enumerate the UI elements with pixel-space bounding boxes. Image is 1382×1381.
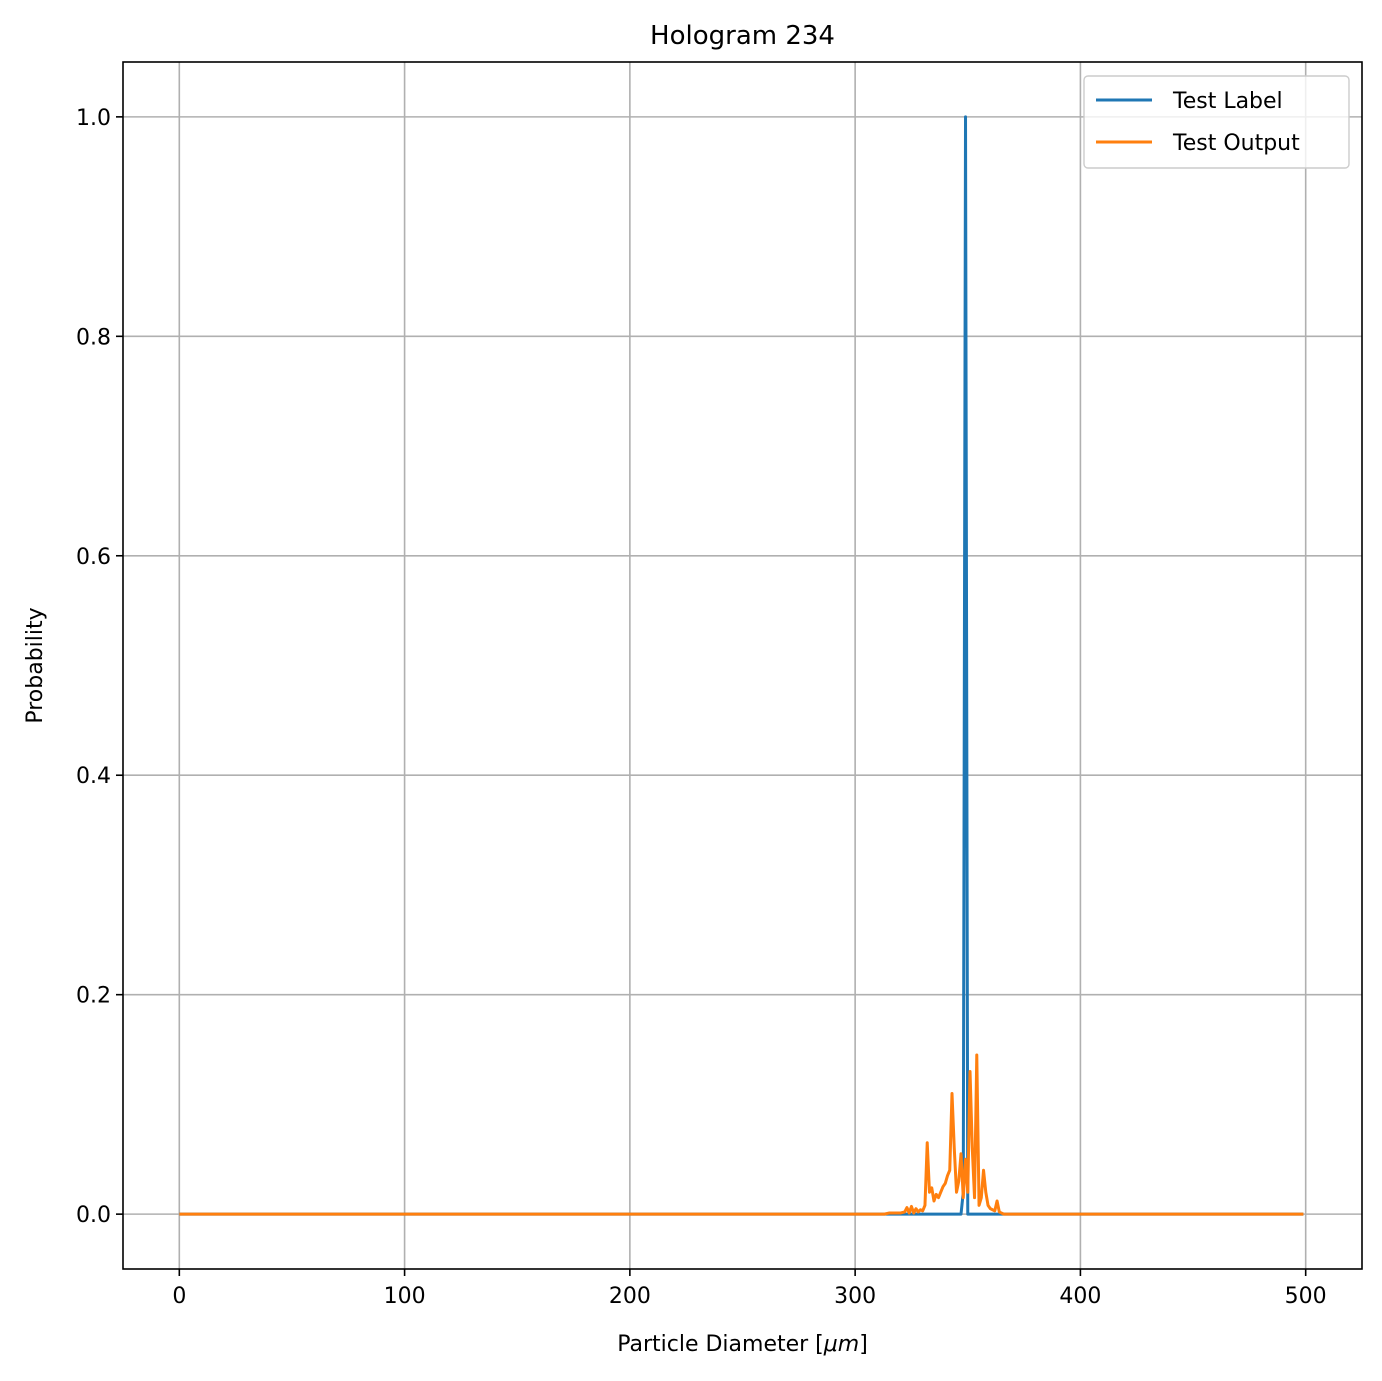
y-axis-label: Probability <box>23 607 48 723</box>
x-tick-label: 500 <box>1285 1284 1327 1309</box>
series-line-1 <box>179 115 1304 1216</box>
x-tick-label: 100 <box>384 1284 426 1309</box>
grid-layer <box>123 62 1362 1269</box>
y-tick-label: 0.0 <box>76 1203 111 1228</box>
y-tick-label: 1.0 <box>76 106 111 131</box>
series-layer <box>179 115 1304 1216</box>
y-tick-label: 0.4 <box>76 764 111 789</box>
x-axis-label: Particle Diameter [μm] <box>617 1332 868 1357</box>
series-line-2 <box>179 1053 1304 1216</box>
x-axis-label-main: Particle Diameter [ <box>617 1332 824 1357</box>
plot-frame <box>122 61 1363 1270</box>
ticks-layer: 0 100 200 300 400 500 0.0 0.2 0.4 0.6 0.8 1.0 <box>76 106 1327 1309</box>
y-tick-label: 0.8 <box>76 325 111 350</box>
x-tick-label: 300 <box>834 1284 876 1309</box>
x-tick-label: 400 <box>1059 1284 1101 1309</box>
y-tick-label: 0.6 <box>76 545 111 570</box>
y-tick-label: 0.2 <box>76 984 111 1009</box>
x-tick-label: 200 <box>609 1284 651 1309</box>
x-tick-label: 0 <box>172 1284 186 1309</box>
legend: Test Label Test Output <box>1083 75 1350 169</box>
legend-label-2: Test Output <box>1172 131 1300 156</box>
legend-label-1: Test Label <box>1172 89 1283 114</box>
chart-title: Hologram 234 <box>650 21 835 51</box>
x-axis-label-close: ] <box>859 1332 868 1357</box>
x-axis-label-unit: μm <box>823 1332 859 1357</box>
